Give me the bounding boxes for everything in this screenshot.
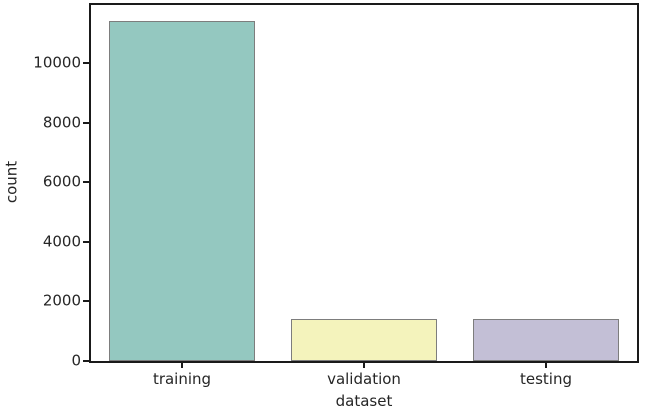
plot-area — [89, 3, 639, 363]
bar-training — [109, 21, 255, 361]
y-tick-mark — [83, 300, 89, 303]
y-tick-mark — [83, 121, 89, 124]
y-tick-mark — [83, 240, 89, 243]
y-tick-mark — [83, 360, 89, 362]
y-tick-mark — [83, 181, 89, 184]
y-tick-label: 2000 — [42, 291, 81, 310]
x-tick-label-validation: validation — [327, 370, 401, 388]
x-tick-mark — [363, 363, 365, 368]
y-tick-label: 0 — [71, 351, 81, 370]
x-axis-label: dataset — [335, 392, 393, 410]
y-tick-label: 8000 — [42, 113, 81, 132]
y-tick-label: 10000 — [33, 53, 81, 72]
x-tick-mark — [545, 363, 547, 368]
bar-validation — [291, 319, 437, 361]
x-tick-mark — [181, 363, 183, 368]
y-tick-label: 4000 — [42, 232, 81, 251]
x-tick-label-testing: testing — [519, 370, 573, 388]
y-tick-label: 6000 — [42, 172, 81, 191]
bar-testing — [473, 319, 619, 361]
x-tick-label-training: training — [152, 370, 212, 388]
y-tick-mark — [83, 62, 89, 65]
